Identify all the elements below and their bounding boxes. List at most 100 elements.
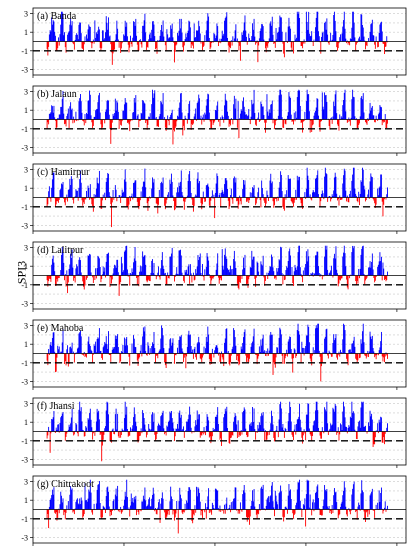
spi-positive-bar xyxy=(340,423,341,432)
spi-positive-bar xyxy=(162,265,164,276)
spi-negative-bar xyxy=(91,119,93,123)
spi-positive-bar xyxy=(231,349,233,354)
spi-negative-bar xyxy=(241,431,243,435)
spi-negative-bar xyxy=(92,197,94,212)
spi-positive-bar xyxy=(229,272,231,276)
spi-positive-bar xyxy=(325,173,327,198)
spi-negative-bar xyxy=(204,197,206,202)
spi-positive-bar xyxy=(224,18,226,42)
spi-negative-bar xyxy=(337,353,339,356)
spi-positive-bar xyxy=(76,264,78,276)
spi-positive-bar xyxy=(180,255,182,276)
y-tick-label: -1 xyxy=(21,437,28,446)
spi-positive-bar xyxy=(252,23,254,42)
spi-positive-bar xyxy=(252,188,254,198)
spi-positive-bar xyxy=(341,501,343,510)
spi-negative-bar xyxy=(328,41,330,45)
spi-positive-bar xyxy=(290,114,292,120)
spi-negative-bar xyxy=(374,509,376,518)
spi-positive-bar xyxy=(90,349,92,354)
spi-negative-bar xyxy=(337,41,339,49)
spi-positive-bar xyxy=(160,503,162,510)
spi-negative-bar xyxy=(274,197,276,199)
spi-negative-bar xyxy=(129,431,131,436)
spi-positive-bar xyxy=(153,263,155,276)
spi-positive-bar xyxy=(58,346,60,354)
spi-positive-bar xyxy=(261,180,263,198)
spi-positive-bar xyxy=(51,187,53,198)
spi-negative-bar xyxy=(374,197,376,208)
spi-negative-bar xyxy=(228,353,230,364)
spi-positive-bar xyxy=(270,266,272,276)
spi-positive-bar xyxy=(340,349,341,354)
spi-negative-bar xyxy=(221,431,222,446)
spi-negative-bar xyxy=(383,509,385,511)
spi-positive-bar xyxy=(357,426,359,432)
y-tick-label: 3 xyxy=(24,322,28,331)
spi-positive-bar xyxy=(177,347,178,354)
spi-positive-bar xyxy=(350,352,352,354)
spi-negative-bar xyxy=(109,275,111,287)
spi-positive-bar xyxy=(76,190,78,198)
spi-positive-bar xyxy=(362,246,363,276)
spi-positive-bar xyxy=(61,11,62,42)
spi-positive-bar xyxy=(143,181,145,198)
spi-positive-bar xyxy=(371,176,373,198)
spi-positive-bar xyxy=(224,342,225,354)
spi-negative-bar xyxy=(255,431,257,440)
spi-positive-bar xyxy=(185,118,187,120)
spi-positive-bar xyxy=(117,272,119,276)
spi-positive-bar xyxy=(133,112,134,120)
spi-positive-bar xyxy=(314,350,316,354)
spi-negative-bar xyxy=(374,197,376,204)
spi-positive-bar xyxy=(242,494,244,510)
spi-negative-bar xyxy=(100,197,102,209)
spi-positive-bar xyxy=(96,489,98,510)
spi-negative-bar xyxy=(109,119,111,129)
spi-positive-bar xyxy=(368,189,370,198)
spi-negative-bar xyxy=(381,197,383,202)
spi-positive-bar xyxy=(324,256,326,276)
spi-positive-bar xyxy=(81,421,83,432)
spi-negative-bar xyxy=(301,275,303,278)
spi-negative-bar xyxy=(166,119,168,129)
spi-negative-bar xyxy=(64,119,66,124)
spi-positive-bar xyxy=(254,36,256,42)
spi-positive-bar xyxy=(143,499,145,510)
spi-positive-bar xyxy=(139,40,141,42)
spi-negative-bar xyxy=(159,509,161,523)
spi-positive-bar xyxy=(271,16,273,42)
spi-positive-bar xyxy=(261,338,263,354)
spi-positive-bar xyxy=(95,430,97,432)
spi-positive-bar xyxy=(133,258,135,276)
spi-positive-bar xyxy=(61,413,63,432)
spi-negative-bar xyxy=(385,275,387,282)
spi-positive-bar xyxy=(208,112,210,120)
spi-negative-bar xyxy=(282,353,284,364)
spi-negative-bar xyxy=(111,41,112,53)
spi-positive-bar xyxy=(133,502,134,510)
spi-positive-bar xyxy=(339,114,341,120)
spi-negative-bar xyxy=(210,509,212,513)
spi-positive-bar xyxy=(177,116,179,120)
spi-positive-bar xyxy=(189,414,191,432)
spi-positive-bar xyxy=(315,410,316,432)
spi-negative-bar xyxy=(138,275,140,287)
spi-positive-bar xyxy=(232,268,234,276)
spi-positive-bar xyxy=(78,24,80,42)
spi-positive-bar xyxy=(371,261,373,276)
spi-positive-bar xyxy=(271,183,272,198)
spi-positive-bar xyxy=(277,347,279,354)
spi-negative-bar xyxy=(286,509,288,514)
spi-positive-bar xyxy=(249,423,251,432)
spi-positive-bar xyxy=(127,429,128,432)
spi-positive-bar xyxy=(380,492,382,510)
y-tick-label: -1 xyxy=(21,47,28,56)
spi-positive-bar xyxy=(371,106,373,120)
spi-positive-bar xyxy=(259,351,261,354)
spi-positive-bar xyxy=(286,267,288,276)
spi-negative-bar xyxy=(192,41,194,49)
spi-positive-bar xyxy=(83,430,84,432)
spi-positive-bar xyxy=(275,430,277,432)
spi-positive-bar xyxy=(181,112,183,120)
